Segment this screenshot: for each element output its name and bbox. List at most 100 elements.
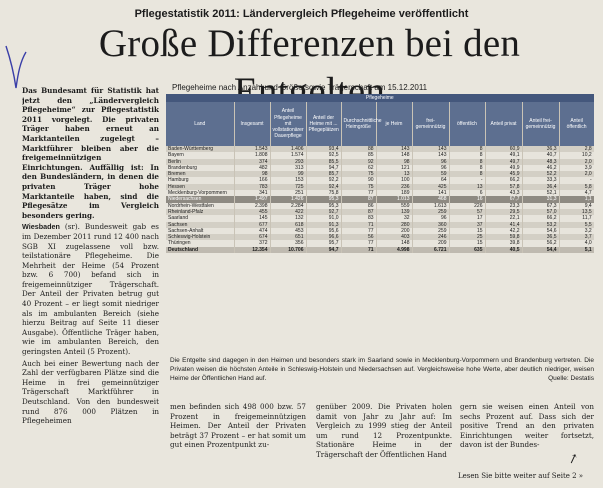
table-cell: 132 xyxy=(270,215,307,222)
table-cell: 725 xyxy=(270,183,307,191)
table-cell: 40,5 xyxy=(485,246,523,254)
table-cell: 54,6 xyxy=(522,227,560,235)
table-cell: 8 xyxy=(449,146,486,153)
table-cell: 92,7 xyxy=(306,208,342,216)
table-row: Bayern 1.808 1.574 92,5 85 148 143 8 49,1 40,7 10,… xyxy=(166,152,594,159)
table-cell: 6.721 xyxy=(412,246,450,254)
table-cell: 4.998 xyxy=(376,246,413,254)
table-cell: 246 xyxy=(412,234,450,241)
table-cell: 5,5 xyxy=(559,221,594,228)
table-column-header: frei-gemeinnützig xyxy=(412,102,450,146)
table-column-header: Durchschnittliche Heimgröße xyxy=(341,102,382,146)
table-row: Niedersachsen 1.497 1.426 95,3 87 1.013 468 16 6… xyxy=(166,196,594,203)
table-cell: 2.284 xyxy=(270,202,307,209)
table-cell: 23,3 xyxy=(485,202,523,209)
table-cell: 52,1 xyxy=(522,190,560,197)
table-cell: 93,4 xyxy=(306,146,342,153)
table-cell: 36,5 xyxy=(522,234,560,241)
table-cell: 259 xyxy=(412,227,450,235)
article-column-1: Das Bundesamt für Statistik hat jetzt de… xyxy=(22,86,159,460)
table-cell: 54,4 xyxy=(522,246,560,254)
row-label: Schleswig-Holstein xyxy=(166,234,235,241)
table-cell: 60,9 xyxy=(485,146,523,153)
article-column-2: men befinden sich 498 000 bzw. 57 Prozen… xyxy=(170,402,306,450)
table-cell: 92,2 xyxy=(306,177,342,184)
table-cell: 166 xyxy=(234,177,271,184)
table-cell: 1.543 xyxy=(234,146,271,153)
table-cell: 143 xyxy=(412,152,450,159)
table-cell: 13 xyxy=(449,183,486,191)
pen-mark-icon xyxy=(5,45,27,89)
table-cell: 62 xyxy=(341,164,377,172)
table-cell: 99 xyxy=(270,171,307,178)
table-cell: 425 xyxy=(412,183,450,191)
table-cell: 226 xyxy=(449,202,486,209)
table-cell: 200 xyxy=(376,227,413,235)
table-cell: 83 xyxy=(341,215,377,222)
table-cell: 17 xyxy=(449,215,486,222)
table-cell: 1.013 xyxy=(376,196,413,203)
table-cell: 453 xyxy=(270,227,307,235)
table-row: Nordrhein-Westfalen 2.398 2.284 95,3 86 559 1.… xyxy=(166,202,594,209)
table-cell: 94,7 xyxy=(306,164,342,172)
table-cell: 3,2 xyxy=(559,227,594,235)
table-cell: 251 xyxy=(270,190,307,197)
table-cell: 618 xyxy=(270,221,307,228)
table-cell: 15 xyxy=(449,227,486,235)
table-cell: 280 xyxy=(376,221,413,228)
table-cell: 9,4 xyxy=(559,202,594,209)
table-cell: 10.706 xyxy=(270,246,307,254)
table-cell: 92,4 xyxy=(306,183,342,191)
table-row: Baden-Württemberg 1.543 1.406 93,4 88 143 143 8… xyxy=(166,146,594,153)
table-cell: 360 xyxy=(412,221,450,228)
table-title: Pflegeheime nach Anzahl und Größe sowie … xyxy=(172,83,428,92)
table-cell: 1.574 xyxy=(270,152,307,159)
table-cell: 52,2 xyxy=(522,171,560,178)
table-cell: 2,0 xyxy=(559,158,594,165)
table-cell: 25 xyxy=(449,234,486,241)
table-cell: 66,2 xyxy=(485,177,523,184)
table-cell: 13 xyxy=(376,171,413,178)
table-cell: 49,9 xyxy=(485,164,523,172)
table-cell: 5,8 xyxy=(559,183,594,191)
row-label: Baden-Württemberg xyxy=(166,146,235,153)
table-cell: 1.426 xyxy=(270,196,307,203)
table-cell: 422 xyxy=(270,208,307,216)
table-cell: 57 xyxy=(449,208,486,216)
table-cell: 98 xyxy=(234,171,271,178)
table-cell: 677 xyxy=(234,221,271,228)
row-label: Thüringen xyxy=(166,240,235,247)
table-cell: 41,4 xyxy=(485,221,523,228)
table-row: Brandenburg 482 313 94,7 62 121 96 8 49,9 46,2 3,9 xyxy=(166,164,594,172)
row-label: Hamburg xyxy=(166,177,235,184)
table-cell: 49,1 xyxy=(485,152,523,159)
table-grid: Pflegeheime Land Insgesamt Anteil Pflegehe… xyxy=(166,94,594,254)
table-cell: 2.398 xyxy=(234,202,271,209)
table-cell: 8 xyxy=(449,158,486,165)
table-cell: 39,8 xyxy=(485,240,523,247)
table-cell: 474 xyxy=(234,227,271,235)
table-column-header: je Heim xyxy=(376,102,413,146)
table-cell: 75,8 xyxy=(306,190,342,197)
table-row: Deutschland 12.354 10.706 94,7 71 4.998 6.721 6… xyxy=(166,246,594,254)
lead-paragraph: Das Bundesamt für Statistik hat jetzt de… xyxy=(22,86,159,220)
table-cell: - xyxy=(449,177,486,184)
row-label: Bayern xyxy=(166,152,235,159)
table-cell: 42,2 xyxy=(485,227,523,235)
table-cell: 95,3 xyxy=(306,196,342,203)
table-cell: 1.497 xyxy=(234,196,271,203)
table-row: Hessen 783 725 92,4 75 236 425 13 57,8 36,4 5,8 xyxy=(166,183,594,191)
table-cell: 75 xyxy=(341,183,377,191)
table-cell: 56,2 xyxy=(522,240,560,247)
table-header-row: Land Insgesamt Anteil Pflegeheime mit voll… xyxy=(166,102,594,146)
table-cell: 75 xyxy=(341,171,377,178)
table-cell: 143 xyxy=(376,146,413,153)
table-column-header: Land xyxy=(166,102,235,146)
table-cell: 783 xyxy=(234,183,271,191)
table-cell: 96,6 xyxy=(306,234,342,241)
row-label: Berlin xyxy=(166,158,235,165)
table-row: Mecklenburg-Vorpommern 341 251 75,8 77 189 141… xyxy=(166,190,594,197)
table-cell: 1.406 xyxy=(270,146,307,153)
article-column-4: gern sie weisen einen Anteil von sechs P… xyxy=(460,402,594,450)
table-cell: 36,4 xyxy=(522,183,560,191)
